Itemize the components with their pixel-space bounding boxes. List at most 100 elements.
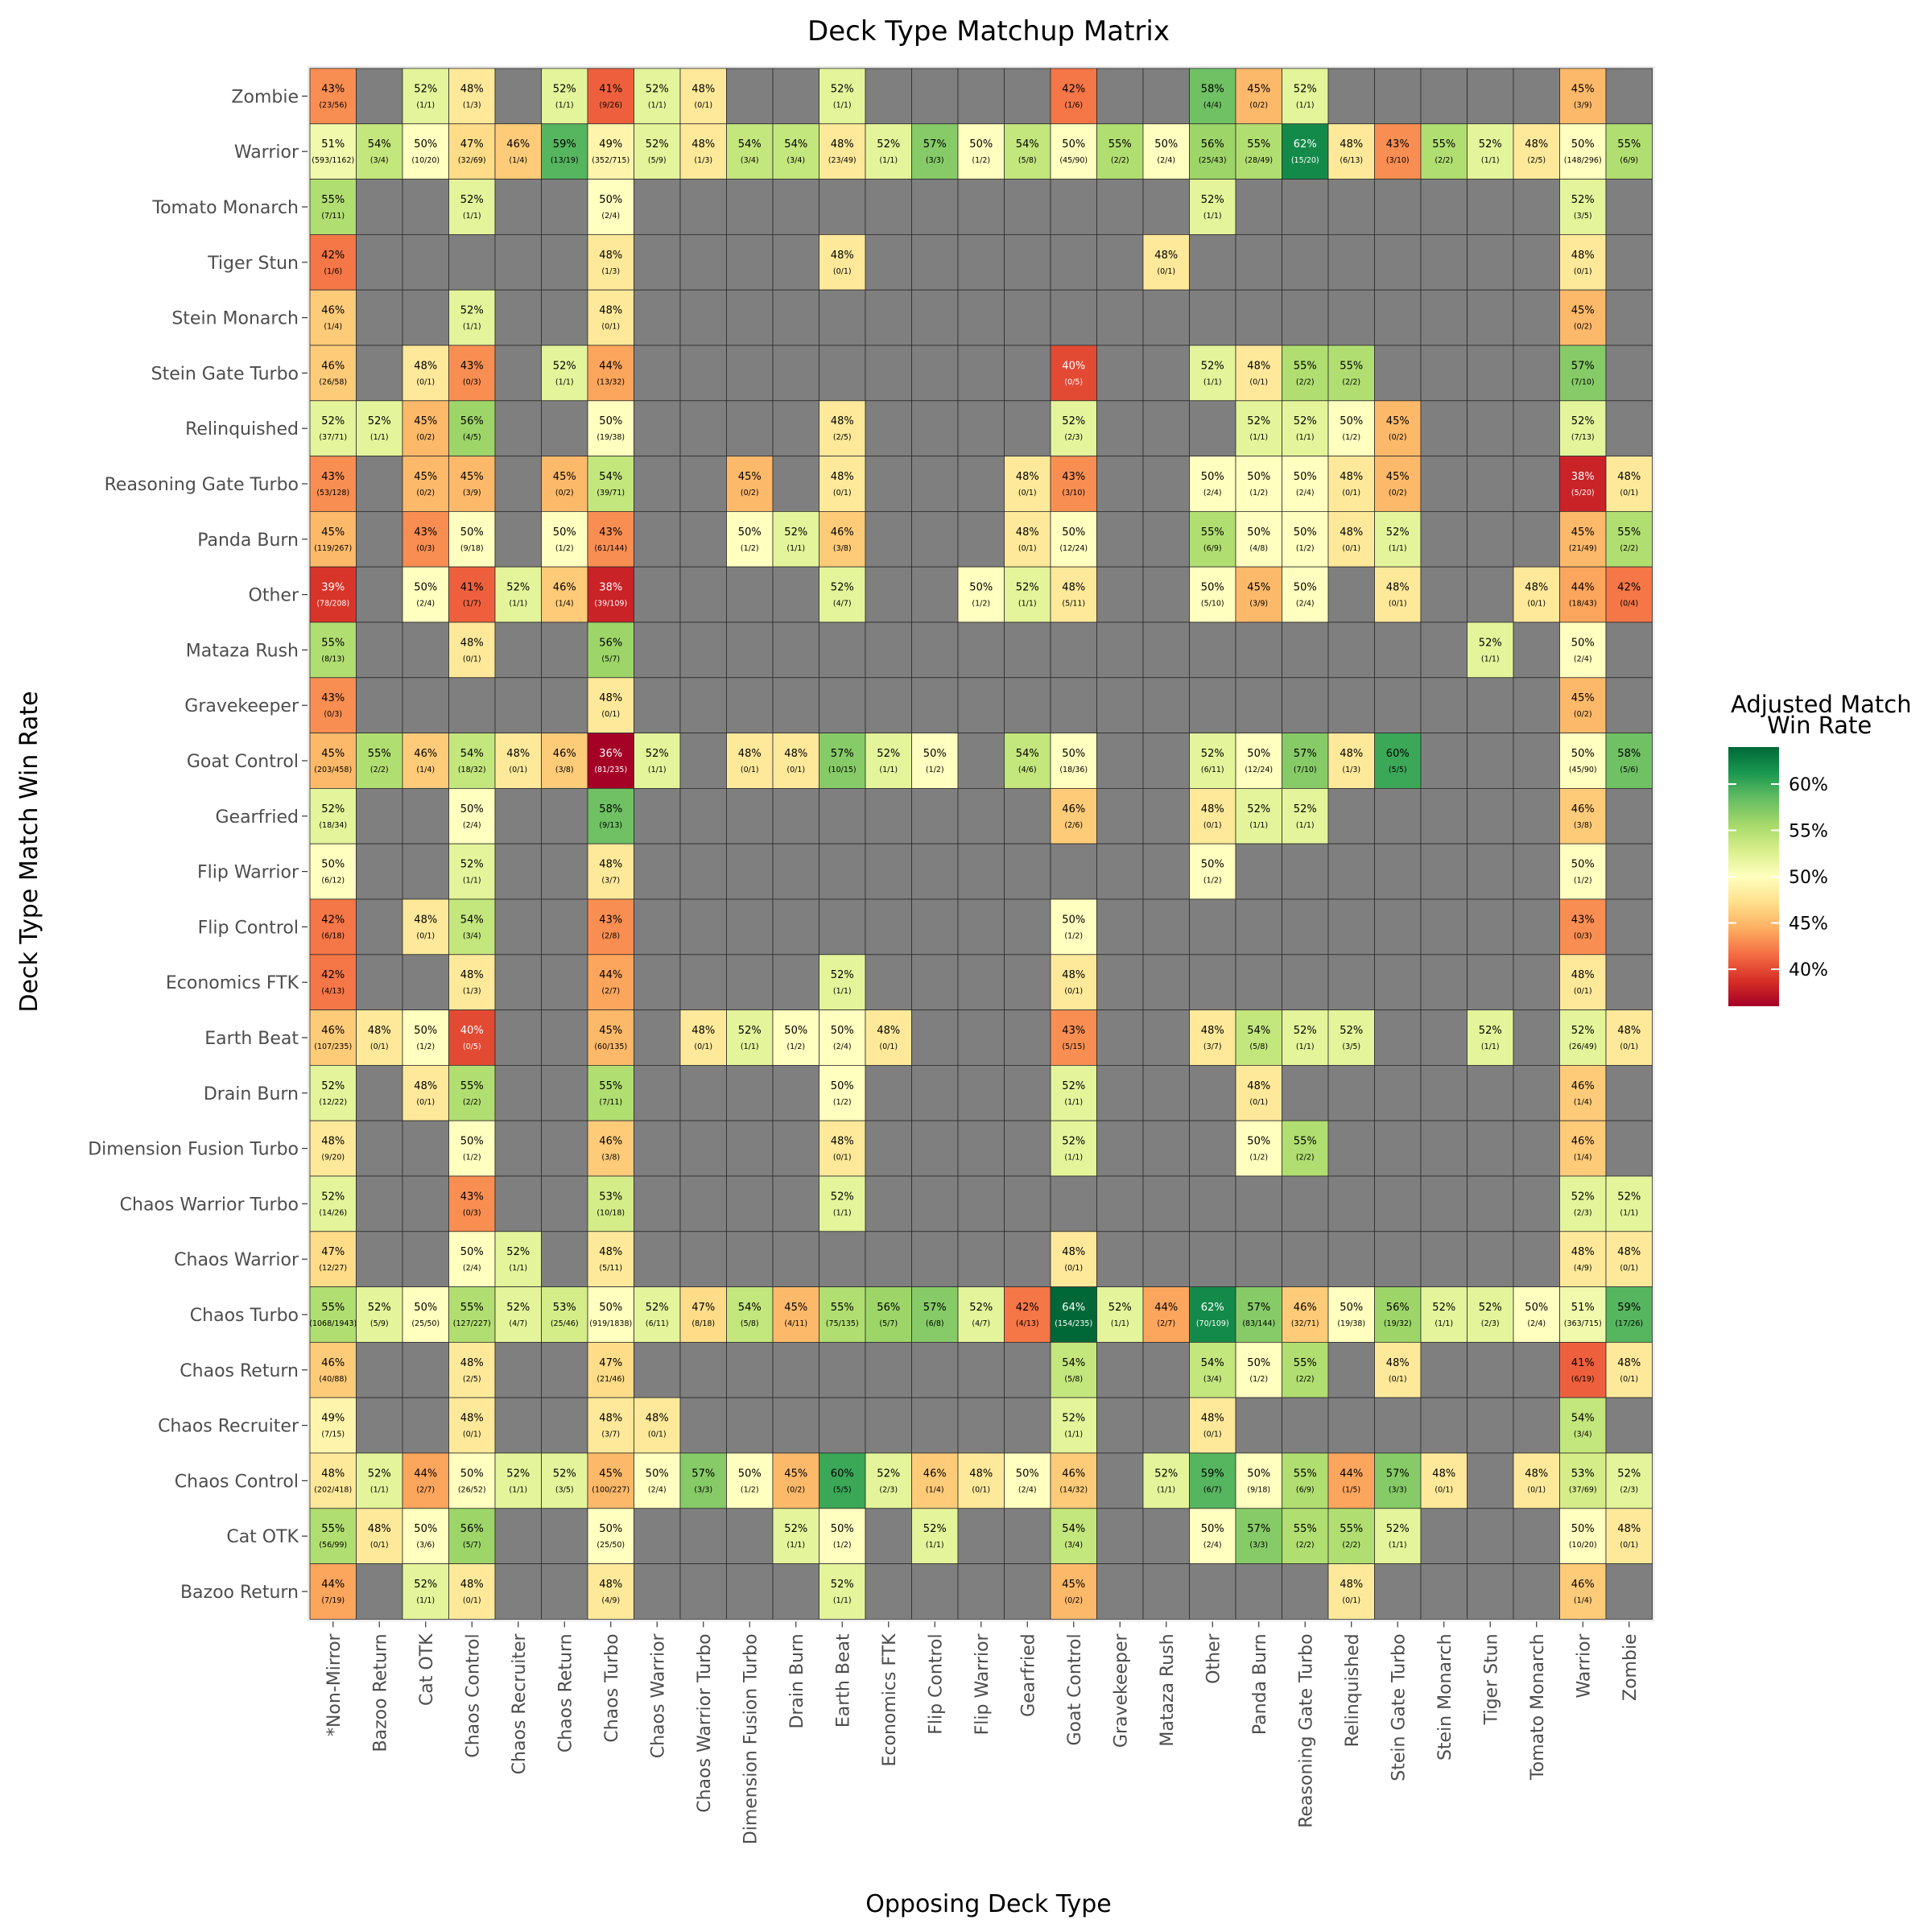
heatmap-cell (1605, 733, 1653, 789)
cell-win-rate: 56% (1386, 1302, 1410, 1314)
cell-win-rate: 48% (691, 1025, 715, 1037)
heatmap-cell-empty (772, 233, 819, 291)
heatmap-cell-empty (356, 233, 403, 291)
heatmap-cell-empty (1605, 1065, 1653, 1121)
heatmap-cell-empty (1096, 954, 1144, 1011)
heatmap-cell (402, 1009, 449, 1066)
cell-record: (2/3) (1620, 1485, 1638, 1494)
heatmap-cell-empty (726, 179, 774, 235)
heatmap-cell (587, 1563, 634, 1620)
heatmap-cell (1189, 1508, 1236, 1565)
heatmap-cell (1559, 1009, 1607, 1066)
heatmap-cell-empty (1605, 954, 1653, 1011)
heatmap-cell-empty (772, 1120, 819, 1177)
cell-win-rate: 60% (1386, 748, 1410, 760)
cell-record: (119/267) (314, 544, 352, 553)
heatmap-cell-empty (1467, 68, 1514, 125)
cell-record: (2/7) (601, 987, 620, 996)
heatmap-cell-empty (1142, 621, 1190, 679)
heatmap-cell-empty (1142, 954, 1190, 1011)
cell-win-rate: 52% (831, 1191, 854, 1203)
cell-record: (4/7) (972, 1319, 990, 1328)
cell-record: (1/2) (555, 544, 574, 553)
cell-win-rate: 45% (1247, 582, 1270, 594)
cell-win-rate: 56% (877, 1302, 900, 1314)
cell-record: (3/7) (1203, 1042, 1222, 1051)
heatmap-cell (865, 1452, 912, 1509)
heatmap-cell-empty (634, 1508, 681, 1565)
cell-win-rate: 46% (599, 1136, 622, 1148)
cell-record: (0/1) (1018, 544, 1037, 553)
cell-record: (32/71) (1291, 1319, 1319, 1328)
heatmap-cell-empty (679, 733, 727, 789)
cell-win-rate: 55% (1294, 360, 1317, 372)
heatmap-cell-empty (1235, 233, 1282, 291)
cell-record: (1/1) (741, 1042, 759, 1051)
legend-colorbar (1728, 747, 1779, 1006)
heatmap-cell-empty (1327, 843, 1375, 900)
heatmap-cell-empty (1605, 233, 1653, 291)
heatmap-cell-empty (679, 400, 727, 456)
heatmap-cell (587, 621, 634, 679)
cell-record: (6/11) (1201, 766, 1224, 774)
cell-win-rate: 62% (1201, 1302, 1224, 1314)
cell-record: (81/235) (594, 766, 627, 774)
cell-win-rate: 54% (1062, 1523, 1085, 1535)
heatmap-cell (309, 1175, 357, 1232)
cell-win-rate: 52% (1294, 415, 1317, 427)
heatmap-cell (819, 1452, 866, 1509)
heatmap-cell-empty (1513, 1065, 1560, 1121)
heatmap-cell-empty (772, 68, 819, 125)
heatmap-cell (1327, 345, 1375, 402)
cell-record: (83/144) (1242, 1319, 1275, 1328)
x-tick-label: Bazoo Return (370, 1633, 390, 1752)
heatmap-cell-empty (541, 788, 588, 844)
heatmap-cell-empty (726, 898, 774, 956)
heatmap-cell (1559, 456, 1607, 512)
heatmap-cell-empty (1096, 733, 1144, 789)
heatmap-cell (587, 1452, 634, 1509)
heatmap-cell-empty (957, 843, 1005, 900)
cell-record: (0/1) (1018, 489, 1037, 497)
heatmap-cell-empty (541, 1508, 588, 1565)
cell-record: (2/2) (1296, 378, 1315, 386)
heatmap-cell-empty (634, 898, 681, 956)
cell-win-rate: 50% (460, 803, 484, 815)
cell-win-rate: 46% (831, 526, 854, 539)
heatmap-cell (1559, 400, 1607, 456)
cell-win-rate: 57% (1247, 1302, 1270, 1314)
heatmap-cell (1374, 733, 1422, 789)
cell-record: (0/1) (1249, 378, 1268, 386)
heatmap-cell-empty (772, 1563, 819, 1620)
heatmap-cell-empty (1096, 621, 1144, 679)
heatmap-cell-empty (1050, 843, 1097, 900)
cell-win-rate: 48% (1201, 1025, 1224, 1037)
heatmap-cell-empty (1004, 179, 1051, 235)
cell-record: (2/8) (601, 931, 620, 940)
heatmap-cell (1282, 566, 1329, 623)
legend-title-line1: Adjusted Match (1731, 691, 1912, 718)
heatmap-cell-empty (911, 1175, 959, 1232)
heatmap-cell-empty (865, 621, 912, 679)
heatmap-cell-empty (1374, 1120, 1422, 1177)
heatmap-cell (356, 1452, 403, 1509)
cell-win-rate: 42% (1016, 1302, 1039, 1314)
heatmap-cell (1374, 1508, 1422, 1565)
heatmap-cell (448, 898, 496, 956)
x-tick-label: Drain Burn (787, 1633, 807, 1728)
heatmap-cell (819, 1009, 866, 1066)
x-tick-label: Stein Monarch (1435, 1633, 1455, 1761)
cell-record: (2/4) (1296, 489, 1315, 497)
heatmap-cell-empty (1004, 345, 1051, 402)
heatmap-cell-empty (1096, 1120, 1144, 1177)
heatmap-cell-empty (1374, 788, 1422, 844)
cell-win-rate: 43% (414, 526, 437, 539)
cell-win-rate: 52% (321, 1191, 345, 1203)
heatmap-cell (402, 1563, 449, 1620)
cell-record: (1/1) (1157, 1485, 1175, 1494)
heatmap-cell-empty (1513, 788, 1560, 844)
cell-record: (7/10) (1571, 378, 1595, 386)
cell-record: (3/10) (1062, 489, 1085, 497)
cell-record: (45/90) (1059, 156, 1088, 165)
